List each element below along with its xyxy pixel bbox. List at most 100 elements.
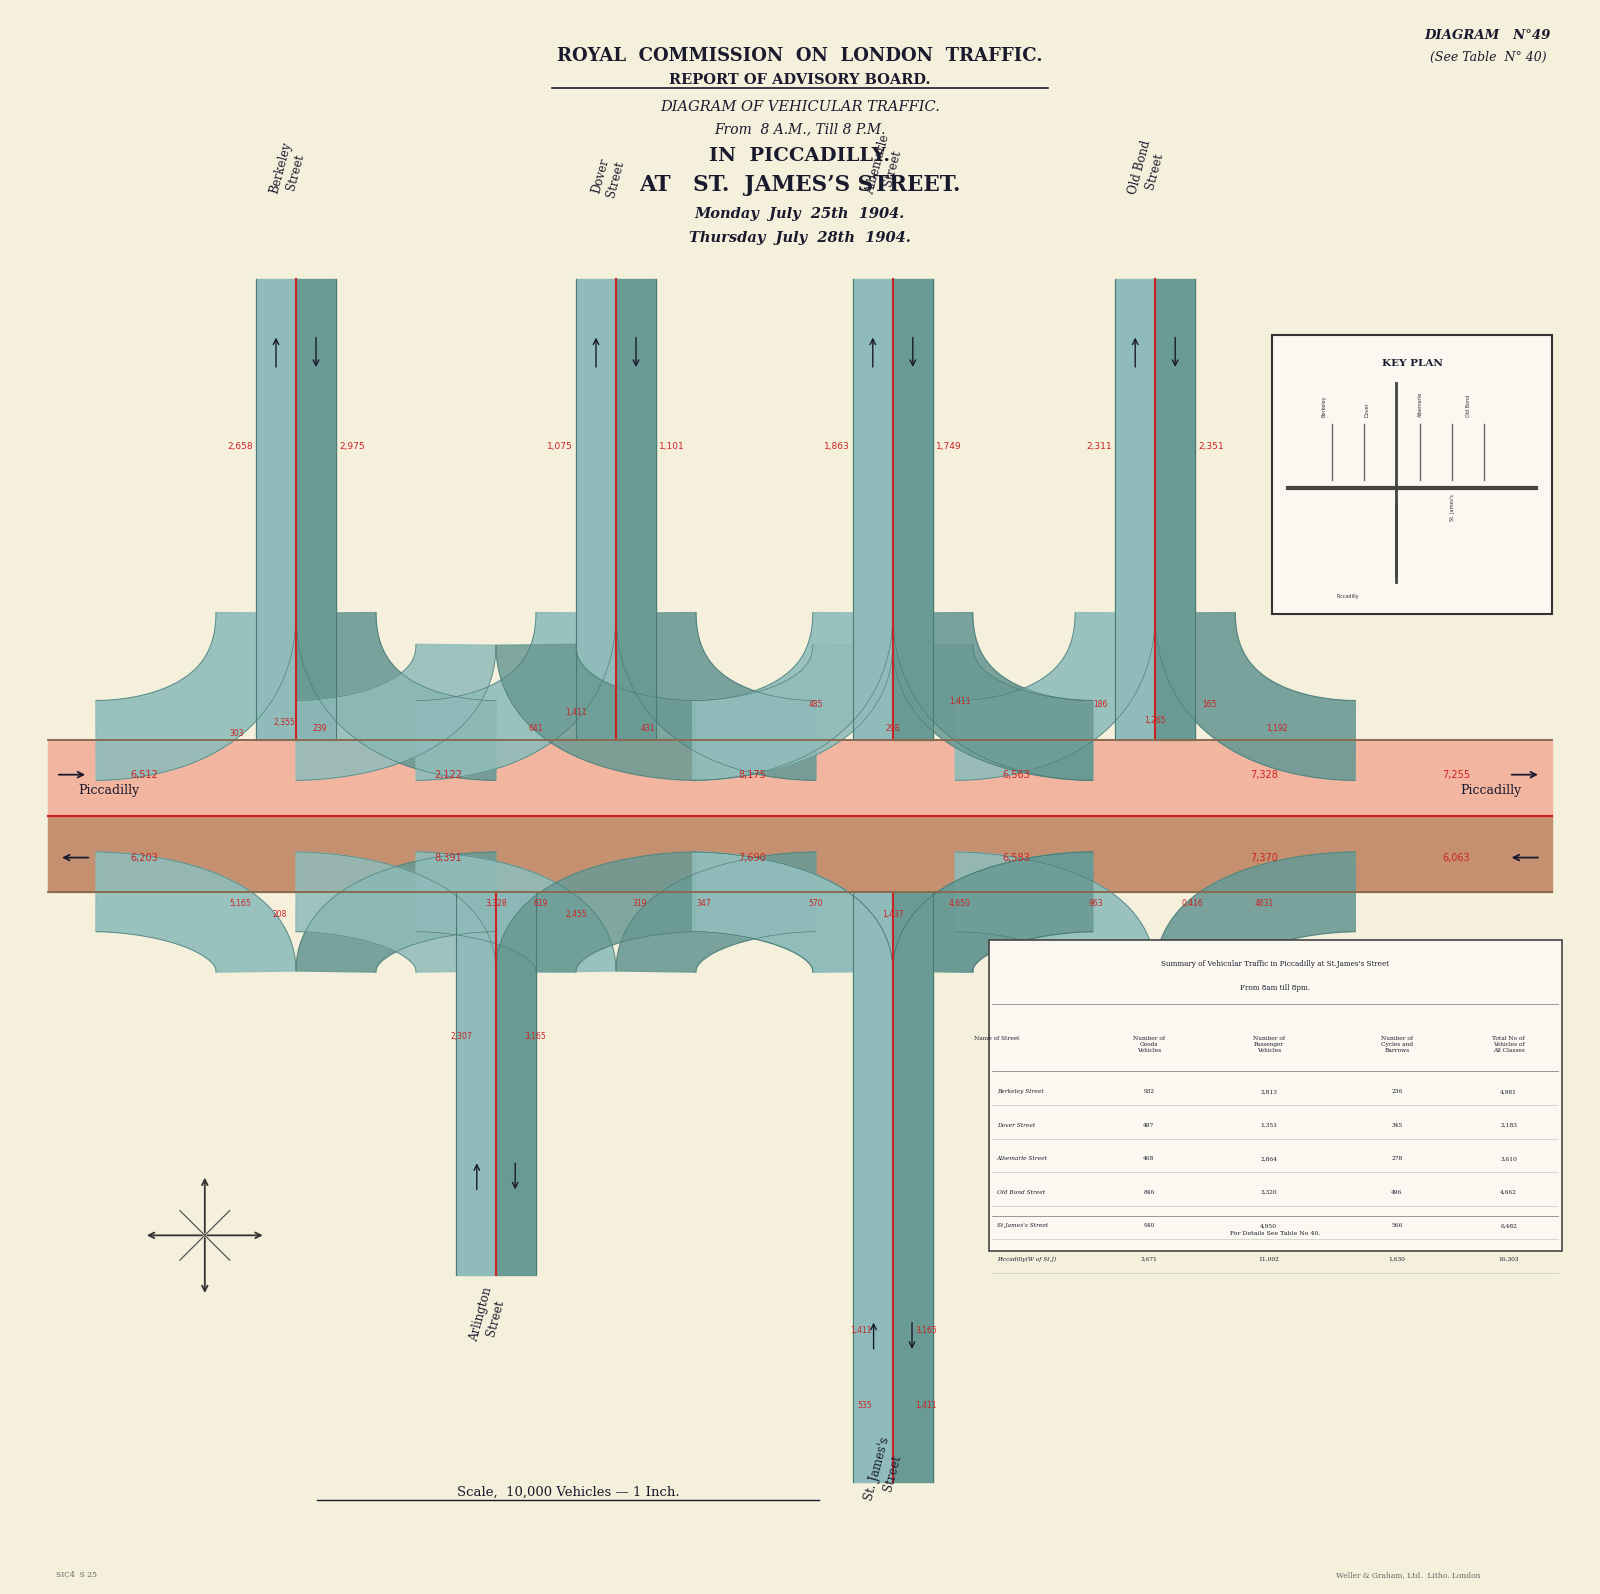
Polygon shape — [616, 612, 816, 779]
Text: 641: 641 — [528, 724, 544, 733]
Text: 496: 496 — [1390, 1189, 1403, 1196]
Text: 208: 208 — [274, 910, 286, 920]
Text: DIAGRAM OF VEHICULAR TRAFFIC.: DIAGRAM OF VEHICULAR TRAFFIC. — [661, 100, 939, 113]
Polygon shape — [96, 612, 296, 779]
Text: 2,813: 2,813 — [1261, 1089, 1277, 1095]
Polygon shape — [1155, 853, 1355, 972]
Text: 963: 963 — [1088, 899, 1104, 909]
Text: Dover
Street: Dover Street — [590, 156, 626, 199]
Text: Scale,  10,000 Vehicles — 1 Inch.: Scale, 10,000 Vehicles — 1 Inch. — [456, 1486, 680, 1498]
Text: 940: 940 — [1142, 1223, 1155, 1229]
Text: Name of Street: Name of Street — [974, 1036, 1019, 1041]
Text: 2,183: 2,183 — [1501, 1122, 1517, 1129]
Text: 3,610: 3,610 — [1501, 1156, 1517, 1162]
Text: AT   ST.  JAMES’S STREET.: AT ST. JAMES’S STREET. — [640, 174, 960, 196]
Text: 1,265: 1,265 — [1144, 716, 1166, 725]
Text: 239: 239 — [312, 724, 328, 733]
Text: 535: 535 — [858, 1401, 872, 1411]
Text: 1,351: 1,351 — [1261, 1122, 1277, 1129]
Text: 487: 487 — [1142, 1122, 1155, 1129]
Polygon shape — [693, 853, 893, 972]
Polygon shape — [693, 853, 893, 972]
Polygon shape — [955, 612, 1155, 779]
Text: 2,307: 2,307 — [450, 1031, 472, 1041]
Text: 236: 236 — [1392, 1089, 1402, 1095]
Text: Arlington
Street: Arlington Street — [467, 1286, 509, 1347]
Text: 347: 347 — [696, 899, 712, 909]
Text: 3,165: 3,165 — [915, 1326, 938, 1336]
Text: 7,255: 7,255 — [1442, 770, 1470, 779]
Text: Number of
Cycles and
Barrows: Number of Cycles and Barrows — [1381, 1036, 1413, 1052]
Text: 3,671: 3,671 — [1141, 1256, 1157, 1262]
Text: 1,411: 1,411 — [915, 1401, 936, 1411]
Text: 4,950: 4,950 — [1261, 1223, 1277, 1229]
Text: Old Bond: Old Bond — [1466, 395, 1470, 418]
Text: 278: 278 — [1390, 1156, 1403, 1162]
Text: For Details See Table No 40.: For Details See Table No 40. — [1230, 1231, 1320, 1237]
Text: 1,437: 1,437 — [882, 910, 904, 920]
Text: Dover: Dover — [1365, 403, 1370, 418]
Text: 6,482: 6,482 — [1501, 1223, 1517, 1229]
Text: 8,175: 8,175 — [738, 770, 766, 779]
Text: From 8am till 8pm.: From 8am till 8pm. — [1240, 983, 1310, 993]
Text: DIAGRAM   N°49: DIAGRAM N°49 — [1426, 29, 1550, 41]
Text: Thursday  July  28th  1904.: Thursday July 28th 1904. — [690, 231, 910, 244]
Text: 11,002: 11,002 — [1258, 1256, 1280, 1262]
Text: 3,328: 3,328 — [485, 899, 507, 909]
Text: 1,411: 1,411 — [949, 697, 971, 706]
Text: 5,165: 5,165 — [229, 899, 251, 909]
Text: Dover Street: Dover Street — [997, 1122, 1035, 1129]
Text: KEY PLAN: KEY PLAN — [1381, 359, 1443, 368]
Polygon shape — [96, 853, 296, 972]
Text: (See Table  N° 40): (See Table N° 40) — [1430, 51, 1546, 64]
Text: Albemarle: Albemarle — [1418, 392, 1422, 418]
Text: Berkeley Street: Berkeley Street — [997, 1089, 1043, 1095]
Text: IN  PICCADILLY.: IN PICCADILLY. — [709, 147, 891, 166]
Text: 6,563: 6,563 — [1002, 770, 1030, 779]
Text: 566: 566 — [1390, 1223, 1403, 1229]
Text: St. James's: St. James's — [1450, 494, 1454, 521]
Text: Old Bond
Street: Old Bond Street — [1126, 139, 1168, 199]
Polygon shape — [296, 853, 496, 972]
Text: 7,370: 7,370 — [1250, 853, 1278, 862]
Text: 6,063: 6,063 — [1442, 853, 1470, 862]
Polygon shape — [296, 853, 496, 972]
Text: 2,355: 2,355 — [274, 717, 296, 727]
Text: 2,122: 2,122 — [434, 770, 462, 779]
Text: 4,981: 4,981 — [1501, 1089, 1517, 1095]
Text: 7,690: 7,690 — [738, 853, 766, 862]
Polygon shape — [296, 612, 496, 779]
Text: 165: 165 — [1202, 700, 1218, 709]
Text: Piccadilly: Piccadilly — [1336, 593, 1360, 599]
Text: 2,658: 2,658 — [227, 442, 253, 451]
Text: 8,391: 8,391 — [434, 853, 462, 862]
Polygon shape — [616, 853, 816, 972]
Polygon shape — [296, 644, 496, 779]
Text: St.James's Street: St.James's Street — [997, 1223, 1048, 1229]
Polygon shape — [496, 644, 696, 779]
Text: 303: 303 — [229, 728, 245, 738]
Polygon shape — [496, 853, 696, 972]
Text: Old Bond Street: Old Bond Street — [997, 1189, 1045, 1196]
Text: 0,416: 0,416 — [1181, 899, 1203, 909]
Text: Weller & Graham, Ltd.  Litho. London: Weller & Graham, Ltd. Litho. London — [1336, 1570, 1480, 1580]
Polygon shape — [955, 853, 1155, 972]
Text: 6,203: 6,203 — [130, 853, 158, 862]
Text: 1,749: 1,749 — [936, 442, 962, 451]
Text: 1,075: 1,075 — [547, 442, 573, 451]
Text: Albemarle
Street: Albemarle Street — [864, 132, 906, 199]
Text: 1,411: 1,411 — [851, 1326, 872, 1336]
Text: Monday  July  25th  1904.: Monday July 25th 1904. — [694, 207, 906, 220]
Bar — [989, 940, 1562, 1251]
Text: 4,650: 4,650 — [949, 899, 971, 909]
Text: 846: 846 — [1142, 1189, 1155, 1196]
Text: 2,864: 2,864 — [1261, 1156, 1277, 1162]
Text: 1,863: 1,863 — [824, 442, 850, 451]
Text: 4831: 4831 — [1254, 899, 1274, 909]
Text: Piccadilly: Piccadilly — [78, 784, 139, 797]
Text: 619: 619 — [533, 899, 549, 909]
Text: 186: 186 — [1094, 700, 1107, 709]
Text: 3,165: 3,165 — [525, 1031, 547, 1041]
Text: 16,303: 16,303 — [1499, 1256, 1518, 1262]
Text: 1,192: 1,192 — [1266, 724, 1288, 733]
